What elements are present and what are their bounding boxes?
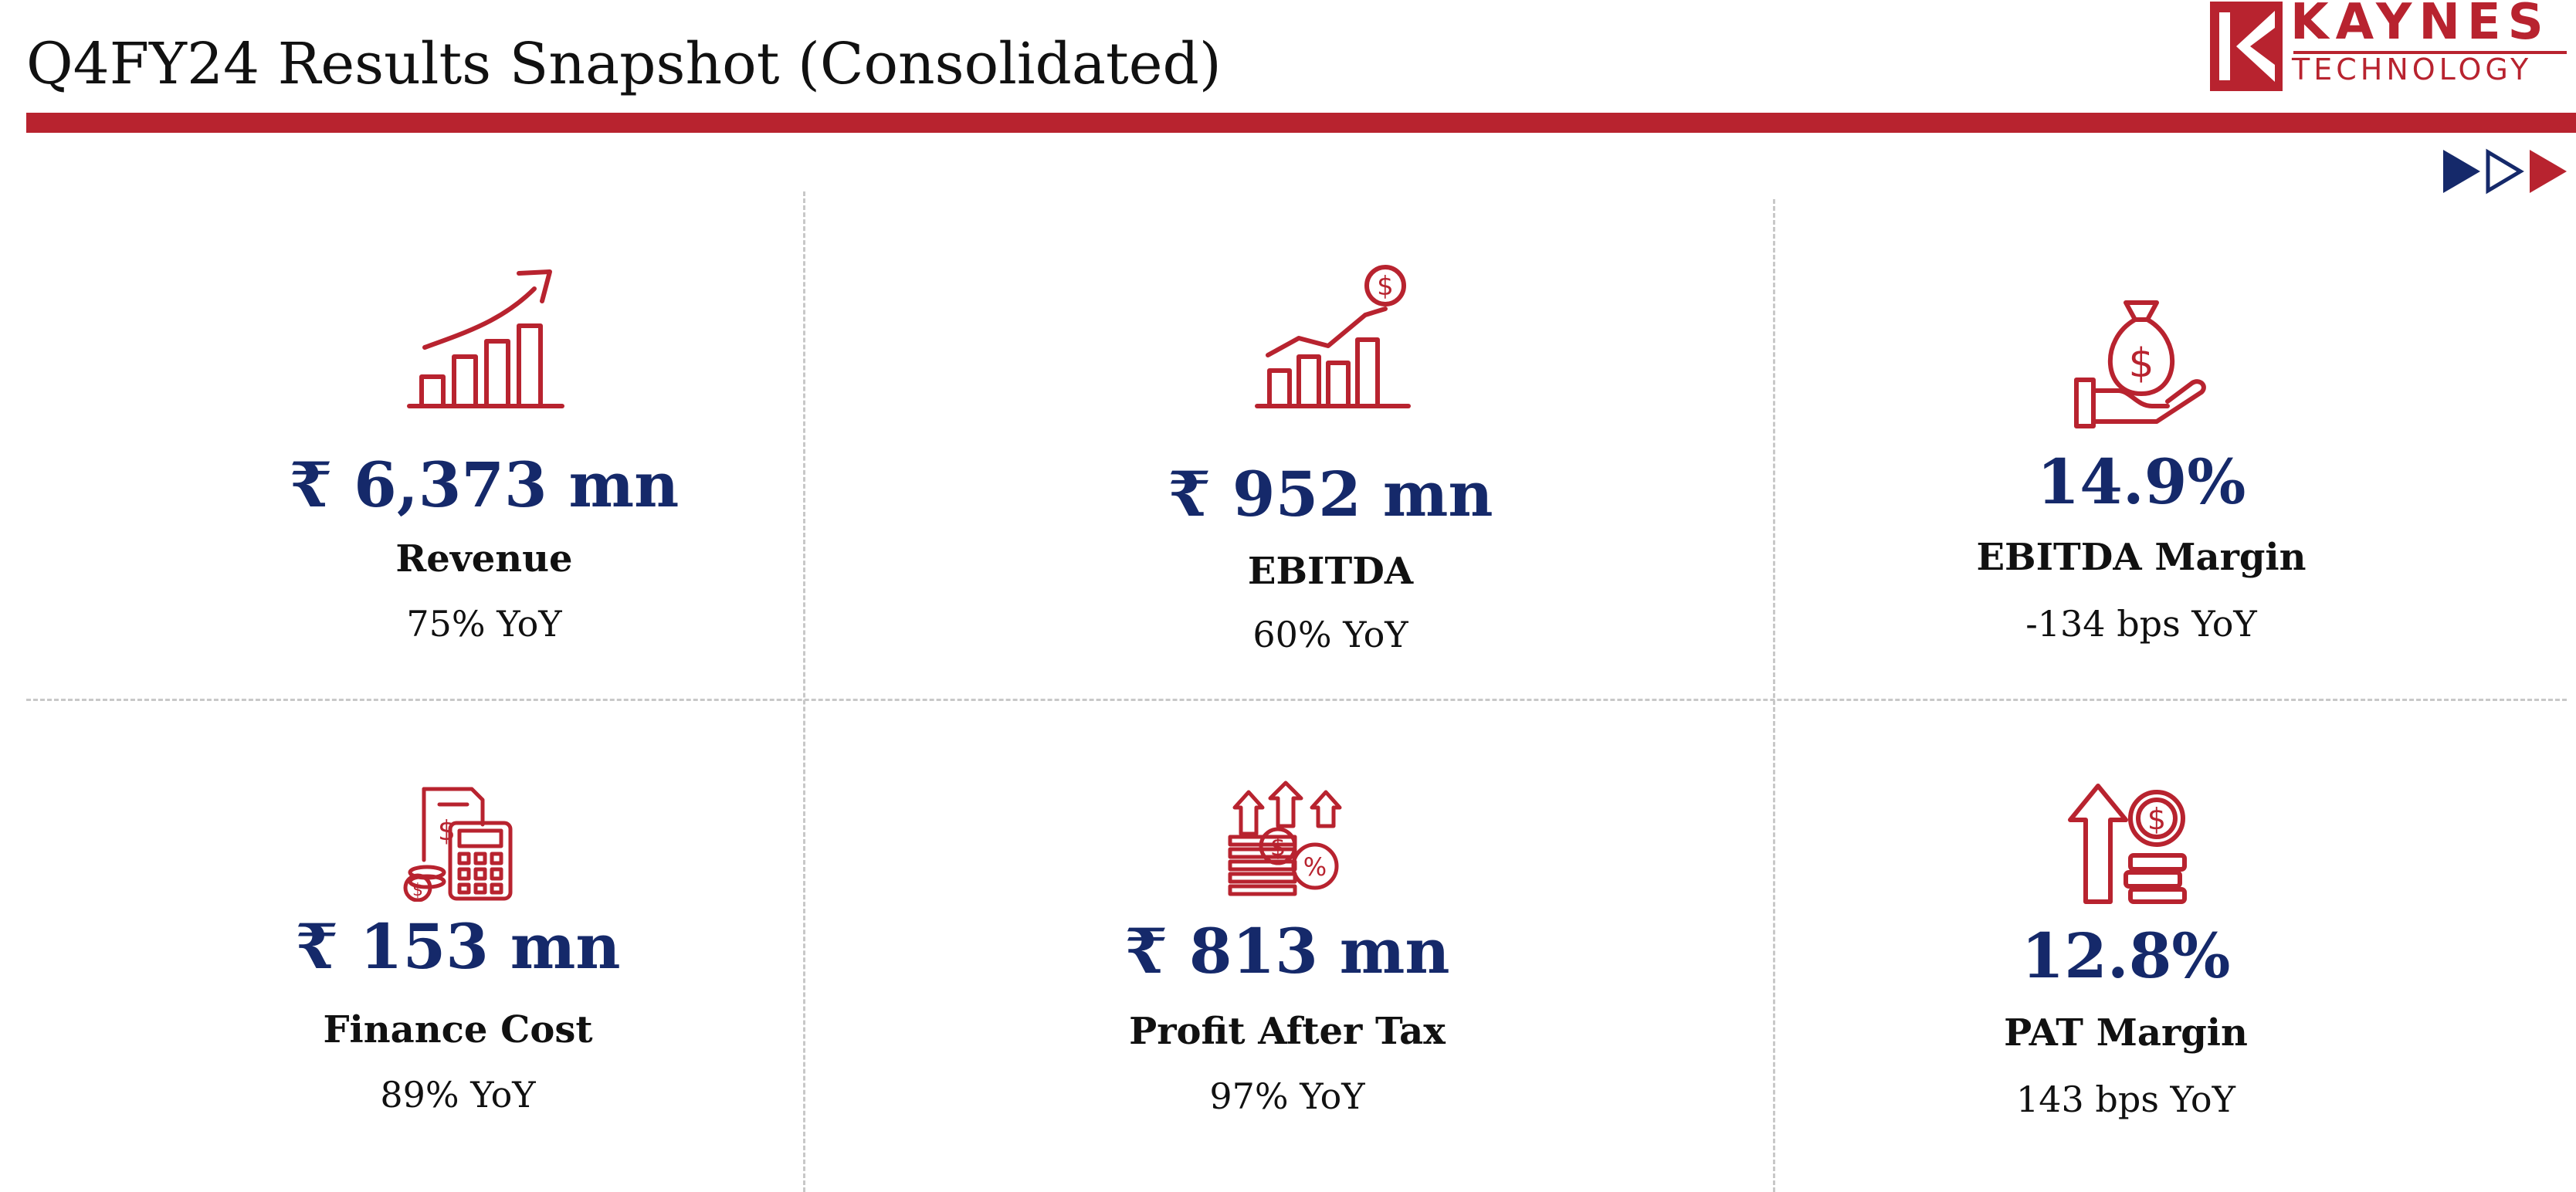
title-rule: [26, 113, 2576, 133]
kaynes-logo-mark-icon: [2210, 2, 2283, 91]
svg-text:$: $: [438, 815, 456, 847]
metric-change: 60% YoY: [1252, 614, 1408, 655]
page-title: Q4FY24 Results Snapshot (Consolidated): [26, 31, 1222, 97]
calculator-invoice-icon: $ $: [72, 786, 844, 940]
play-outline-navy-icon[interactable]: [2486, 148, 2524, 195]
chart-dollar-icon: $: [944, 262, 1717, 417]
svg-text:$: $: [2128, 340, 2154, 387]
company-logo: KAYNES TECHNOLOGY: [2210, 0, 2570, 96]
metric-value: ₹ 153 mn: [295, 910, 621, 983]
svg-text:%: %: [1303, 852, 1327, 882]
brand-rule: [2293, 51, 2567, 54]
nav-arrows: [2443, 148, 2567, 195]
svg-text:$: $: [412, 881, 423, 900]
metric-change: 143 bps YoY: [2016, 1079, 2235, 1120]
metric-label: PAT Margin: [2004, 1011, 2248, 1055]
svg-text:$: $: [1270, 832, 1286, 862]
play-filled-red-icon[interactable]: [2530, 150, 2567, 193]
grid-divider-vertical-2: [1773, 199, 1775, 1192]
metric-change: 89% YoY: [380, 1074, 536, 1116]
metric-value: ₹ 6,373 mn: [289, 449, 680, 521]
svg-text:$: $: [2147, 802, 2166, 836]
metric-label: Revenue: [395, 537, 573, 581]
metric-value: ₹ 813 mn: [1124, 915, 1450, 987]
metric-change: 75% YoY: [406, 603, 562, 645]
grid-divider-horizontal: [26, 699, 2567, 701]
metric-label: EBITDA: [1247, 550, 1414, 593]
profit-arrows-coins-icon: $ %: [901, 780, 1673, 934]
metric-value: ₹ 952 mn: [1168, 458, 1493, 530]
metric-value: 14.9%: [2036, 445, 2246, 518]
metric-label: Finance Cost: [323, 1008, 593, 1051]
metric-change: -134 bps YoY: [2025, 603, 2257, 645]
growth-chart-arrow-icon: [98, 255, 870, 409]
metric-change: 97% YoY: [1209, 1075, 1365, 1117]
metric-label: Profit After Tax: [1129, 1010, 1446, 1053]
metric-value: 12.8%: [2021, 919, 2231, 992]
money-bag-hand-icon: $: [1755, 293, 2527, 448]
grid-divider-vertical-1: [803, 191, 805, 1192]
svg-text:$: $: [1377, 271, 1394, 302]
arrow-up-coins-icon: $: [1740, 781, 2512, 936]
metric-label: EBITDA Margin: [1976, 536, 2307, 579]
brand-tagline: TECHNOLOGY: [2292, 52, 2533, 86]
brand-name: KAYNES: [2290, 0, 2551, 51]
play-filled-navy-icon[interactable]: [2443, 150, 2480, 193]
